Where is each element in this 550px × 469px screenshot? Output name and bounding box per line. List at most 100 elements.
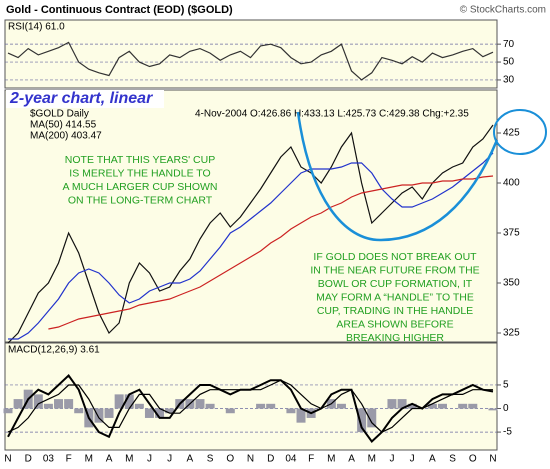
histogram-bar xyxy=(33,394,43,409)
y-tick-label: 325 xyxy=(503,328,520,339)
quote-info: 4-Nov-2004 O:426.86 H:433.13 L:425.73 C:… xyxy=(195,109,469,120)
x-tick-label: J xyxy=(147,454,152,465)
annotation: BOWL OR CUP FORMATION, IT xyxy=(318,278,473,290)
histogram-bar xyxy=(357,408,367,433)
annotation: MAY FORM A “HANDLE” TO THE xyxy=(316,291,474,303)
histogram-bar xyxy=(114,394,124,409)
panel-title: MACD(12,26,9) 3.61 xyxy=(8,345,100,356)
histogram-bar xyxy=(296,408,306,423)
subtitle: 2-year chart, linear xyxy=(9,90,153,107)
x-tick-label: D xyxy=(267,454,274,465)
series-line xyxy=(48,175,494,330)
x-tick-label: M xyxy=(368,454,376,465)
x-tick-label: D xyxy=(25,454,32,465)
series-line xyxy=(8,152,494,340)
x-tick-label: A xyxy=(187,454,194,465)
histogram-bar xyxy=(458,403,468,409)
histogram-bar xyxy=(74,408,84,414)
annotation: A MUCH LARGER CUP SHOWN xyxy=(63,181,218,193)
x-tick-label: S xyxy=(207,454,214,465)
histogram-bar xyxy=(205,403,215,409)
histogram-bar xyxy=(144,408,154,418)
annotation: BREAKING HIGHER xyxy=(346,332,444,344)
y-tick-label: 400 xyxy=(503,178,520,189)
annotation: IN THE NEAR FUTURE FROM THE xyxy=(310,264,479,276)
y-tick-label: 70 xyxy=(503,39,515,50)
annotation: IS MERELY THE HANDLE TO xyxy=(69,167,210,179)
x-tick-label: N xyxy=(247,454,254,465)
histogram-bar xyxy=(64,399,74,409)
histogram-bar xyxy=(266,403,276,409)
x-tick-label: O xyxy=(469,454,477,465)
x-tick-label: M xyxy=(125,454,133,465)
y-tick-label: 5 xyxy=(503,380,509,391)
y-tick-label: 0 xyxy=(503,403,509,414)
annotation: NOTE THAT THIS YEARS' CUP xyxy=(65,154,215,166)
histogram-bar xyxy=(134,403,144,409)
chart-title: Gold - Continuous Contract (EOD) ($GOLD) xyxy=(6,4,233,16)
y-tick-label: 30 xyxy=(503,75,515,86)
x-tick-label: 03 xyxy=(43,454,55,465)
x-tick-label: M xyxy=(85,454,93,465)
series-line xyxy=(7,124,494,344)
histogram-bar xyxy=(407,403,417,409)
y-tick-label: 50 xyxy=(503,57,515,68)
annotation: CUP, TRADING IN THE HANDLE xyxy=(317,305,473,317)
histogram-bar xyxy=(124,394,134,409)
annotation: ON THE LONG-TERM CHART xyxy=(68,194,213,206)
annotation: IF GOLD DOES NOT BREAK OUT xyxy=(313,251,477,263)
histogram-bar xyxy=(94,408,104,423)
x-tick-label: A xyxy=(106,454,113,465)
x-tick-label: N xyxy=(4,454,11,465)
handle-ring xyxy=(493,109,547,155)
x-tick-label: J xyxy=(389,454,394,465)
x-tick-label: N xyxy=(489,454,496,465)
x-tick-label: A xyxy=(429,454,436,465)
histogram-bar xyxy=(427,403,437,409)
histogram-bar xyxy=(367,408,377,428)
panel-title: RSI(14) 61.0 xyxy=(8,22,65,33)
y-tick-label: -5 xyxy=(503,427,512,438)
histogram-bar xyxy=(437,403,447,409)
histogram-bar xyxy=(387,399,397,409)
x-tick-label: O xyxy=(226,454,234,465)
x-tick-label: J xyxy=(167,454,172,465)
histogram-bar xyxy=(488,408,498,411)
x-tick-label: M xyxy=(327,454,335,465)
histogram-bar xyxy=(13,399,23,409)
x-tick-label: J xyxy=(410,454,415,465)
series-line xyxy=(7,41,494,81)
y-tick-label: 375 xyxy=(503,228,520,239)
histogram-bar xyxy=(195,399,205,409)
subtitle-box xyxy=(6,90,164,108)
x-tick-label: 04 xyxy=(285,454,297,465)
histogram-bar xyxy=(286,408,296,414)
histogram-bar xyxy=(468,403,478,409)
y-tick-label: 425 xyxy=(503,128,520,139)
cup-arc xyxy=(296,111,499,242)
series-line xyxy=(7,379,493,433)
legend-entry: MA(200) 403.47 xyxy=(30,131,102,142)
x-tick-label: F xyxy=(66,454,72,465)
annotation: AREA SHOWN BEFORE xyxy=(336,318,453,330)
y-tick-label: 350 xyxy=(503,278,520,289)
histogram-bar xyxy=(165,408,175,414)
histogram-bar xyxy=(155,408,165,418)
x-tick-label: S xyxy=(449,454,456,465)
histogram-bar xyxy=(397,399,407,409)
legend-entry: MA(50) 414.55 xyxy=(30,120,97,131)
marks xyxy=(3,41,501,444)
histogram-bar xyxy=(336,403,346,409)
price-panel xyxy=(4,89,498,343)
x-tick-label: F xyxy=(308,454,314,465)
histogram-bar xyxy=(225,408,235,414)
rsi-panel xyxy=(4,19,498,89)
histogram-bar xyxy=(43,403,53,409)
histogram-bar xyxy=(256,403,266,409)
macd-panel xyxy=(4,342,498,451)
legend-entry: $GOLD Daily xyxy=(30,109,89,120)
x-tick-label: A xyxy=(348,454,355,465)
histogram-bar xyxy=(54,399,64,409)
histogram-bar xyxy=(104,408,114,418)
